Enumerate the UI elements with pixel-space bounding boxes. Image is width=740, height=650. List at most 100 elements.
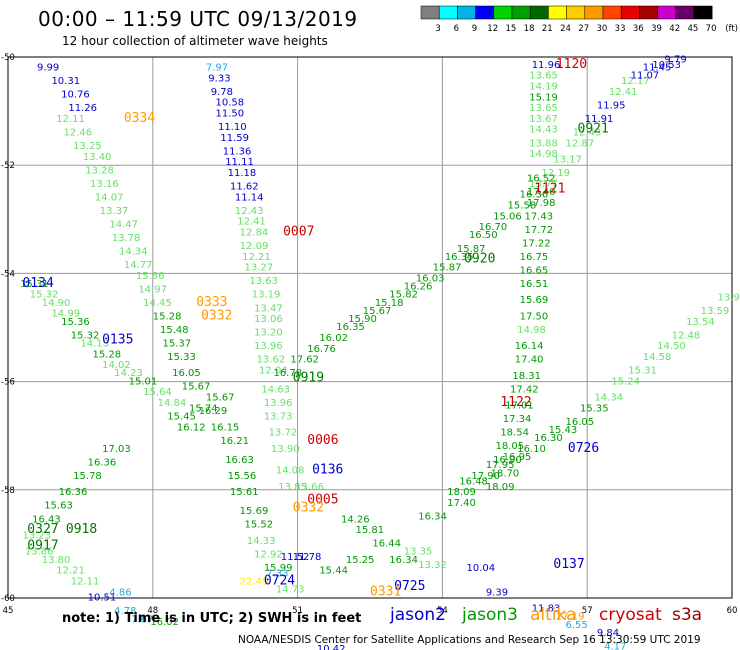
track-time-label: 0919 — [293, 371, 324, 386]
wave-height-point: 13.27 — [245, 263, 274, 274]
wave-height-point: 16.76 — [307, 344, 336, 355]
wave-height-point: 14.73 — [276, 585, 305, 596]
wave-height-point: 13.32 — [418, 560, 447, 571]
wave-height-point: 27.19 — [556, 612, 585, 623]
x-tick-label: 45 — [3, 606, 14, 616]
wave-height-point: 14.98 — [517, 325, 546, 336]
wave-height-point: 14.43 — [529, 125, 558, 136]
wave-height-point: 12.04 — [259, 365, 288, 376]
wave-height-point: 14.90 — [42, 298, 71, 309]
wave-height-point: 16.12 — [177, 422, 206, 433]
wave-height-point: 13.90 — [271, 444, 300, 455]
wave-height-point: 17.40 — [447, 498, 476, 509]
wave-height-point: 17.98 — [527, 198, 556, 209]
wave-height-point: 12.19 — [541, 168, 570, 179]
wave-height-point: 16.02 — [319, 333, 348, 344]
wave-height-point: 16.03 — [416, 274, 445, 285]
wave-height-point: 13.80 — [42, 555, 71, 566]
track-time-label: 0136 — [312, 463, 343, 478]
wave-height-point: 14.23 — [114, 368, 143, 379]
wave-height-point: 15.64 — [143, 387, 172, 398]
wave-height-point: 11.14 — [235, 192, 264, 203]
wave-height-point: 15.48 — [160, 325, 189, 336]
colorbar-level-label: 70 — [706, 24, 717, 34]
wave-height-point: 12.43 — [235, 206, 264, 217]
wave-height-point: 12.87 — [565, 138, 594, 149]
wave-height-point: 12.21 — [56, 566, 85, 577]
wave-height-point: 4.17 — [604, 641, 626, 650]
wave-height-point: 13.62 — [257, 355, 286, 366]
colorbar-level-label: 24 — [560, 24, 571, 34]
colorbar-level-label: 12 — [487, 24, 498, 34]
wave-height-point: 15.52 — [245, 520, 274, 531]
wave-height-point: 12.11 — [71, 576, 100, 587]
colorbar-swatch — [511, 5, 531, 20]
wave-height-point: 17.03 — [102, 444, 131, 455]
wave-height-point: 16.35 — [336, 322, 365, 333]
wave-height-point: 18.70 — [491, 468, 520, 479]
wave-height-point: 13.77 — [529, 179, 558, 190]
wave-height-point: 16.34 — [389, 555, 418, 566]
wave-height-point: 13.67 — [529, 114, 558, 125]
wave-height-point: 13.88 — [529, 138, 558, 149]
track-time-label: 0918 — [66, 522, 97, 537]
wave-height-point: 12.17 — [621, 76, 650, 87]
credit-line: NOAA/NESDIS Center for Satellite Applica… — [238, 634, 701, 646]
colorbar-swatch — [620, 5, 640, 20]
wave-height-point: 11.10 — [218, 122, 247, 133]
wave-height-point: 15.67 — [206, 393, 235, 404]
y-tick-label: -58 — [1, 486, 15, 496]
wave-height-point: 11.95 — [597, 100, 626, 111]
wave-height-point: 16.14 — [515, 341, 544, 352]
x-tick-label: 54 — [437, 606, 448, 616]
colorbar-level-label: 9 — [472, 24, 477, 34]
colorbar-level-label: 18 — [524, 24, 535, 34]
wave-height-point: 15.58 — [508, 200, 537, 211]
track-time-label: 0135 — [102, 333, 133, 348]
wave-height-point: 15.90 — [348, 314, 377, 325]
wave-height-point: 9.79 — [664, 54, 686, 65]
wave-height-point: 15.01 — [129, 376, 158, 387]
colorbar-swatch — [566, 5, 586, 20]
wave-height-point: 15.87 — [457, 244, 486, 255]
colorbar-level-label: 6 — [454, 24, 459, 34]
wave-height-point: 13.59 — [701, 306, 730, 317]
wave-height-point: 10.31 — [51, 76, 80, 87]
wave-height-point: 18.09 — [447, 487, 476, 498]
wave-height-point: 17.90 — [471, 471, 500, 482]
track-time-label: 0005 — [307, 492, 338, 507]
wave-height-point: 15.31 — [628, 365, 657, 376]
wave-height-point: 16.05 — [565, 417, 594, 428]
wave-height-point: 10.51 — [88, 593, 117, 604]
wave-height-point: 16.21 — [220, 436, 249, 447]
wave-height-point: 14.26 — [341, 514, 370, 525]
colorbar-swatch — [657, 5, 677, 20]
wave-height-point: 9.99 — [37, 63, 59, 74]
wave-height-point: 22.49 — [240, 576, 269, 587]
wave-height-point: 13.85 — [278, 482, 307, 493]
wave-height-point: 15.43 — [549, 425, 578, 436]
legend-cryosat: cryosat — [599, 605, 662, 625]
wave-height-point: 14.97 — [138, 284, 167, 295]
wave-height-point: 15.81 — [356, 525, 385, 536]
colorbar-swatch — [639, 5, 658, 20]
wave-height-point: 13.37 — [100, 206, 129, 217]
wave-height-point: 14.45 — [143, 298, 172, 309]
wave-height-point: 15.32 — [30, 290, 59, 301]
note-text: note: 1) Time is in UTC; 2) SWH is in fe… — [62, 611, 362, 626]
wave-height-point: 17.34 — [503, 414, 532, 425]
wave-height-point: 15.74 — [189, 403, 218, 414]
wave-height-point: 15.45 — [167, 411, 196, 422]
wave-height-point: 11.83 — [532, 604, 561, 615]
colorbar-swatch — [475, 5, 495, 20]
wave-height-point: 16.48 — [459, 476, 488, 487]
colorbar-swatch — [602, 5, 622, 20]
colorbar-swatch — [548, 5, 567, 20]
wave-height-point: 10.76 — [61, 90, 90, 101]
wave-height-point: 13.63 — [249, 276, 278, 287]
wave-height-point: 11.11 — [225, 157, 254, 168]
chart-axes: 45 48 51 54 57 60 -50 -52 -54 -56 -58 -60 — [1, 53, 737, 616]
wave-height-point: 16.36 — [520, 190, 549, 201]
wave-height-point: 11.18 — [228, 168, 257, 179]
wave-height-point: 11.62 — [230, 182, 259, 193]
